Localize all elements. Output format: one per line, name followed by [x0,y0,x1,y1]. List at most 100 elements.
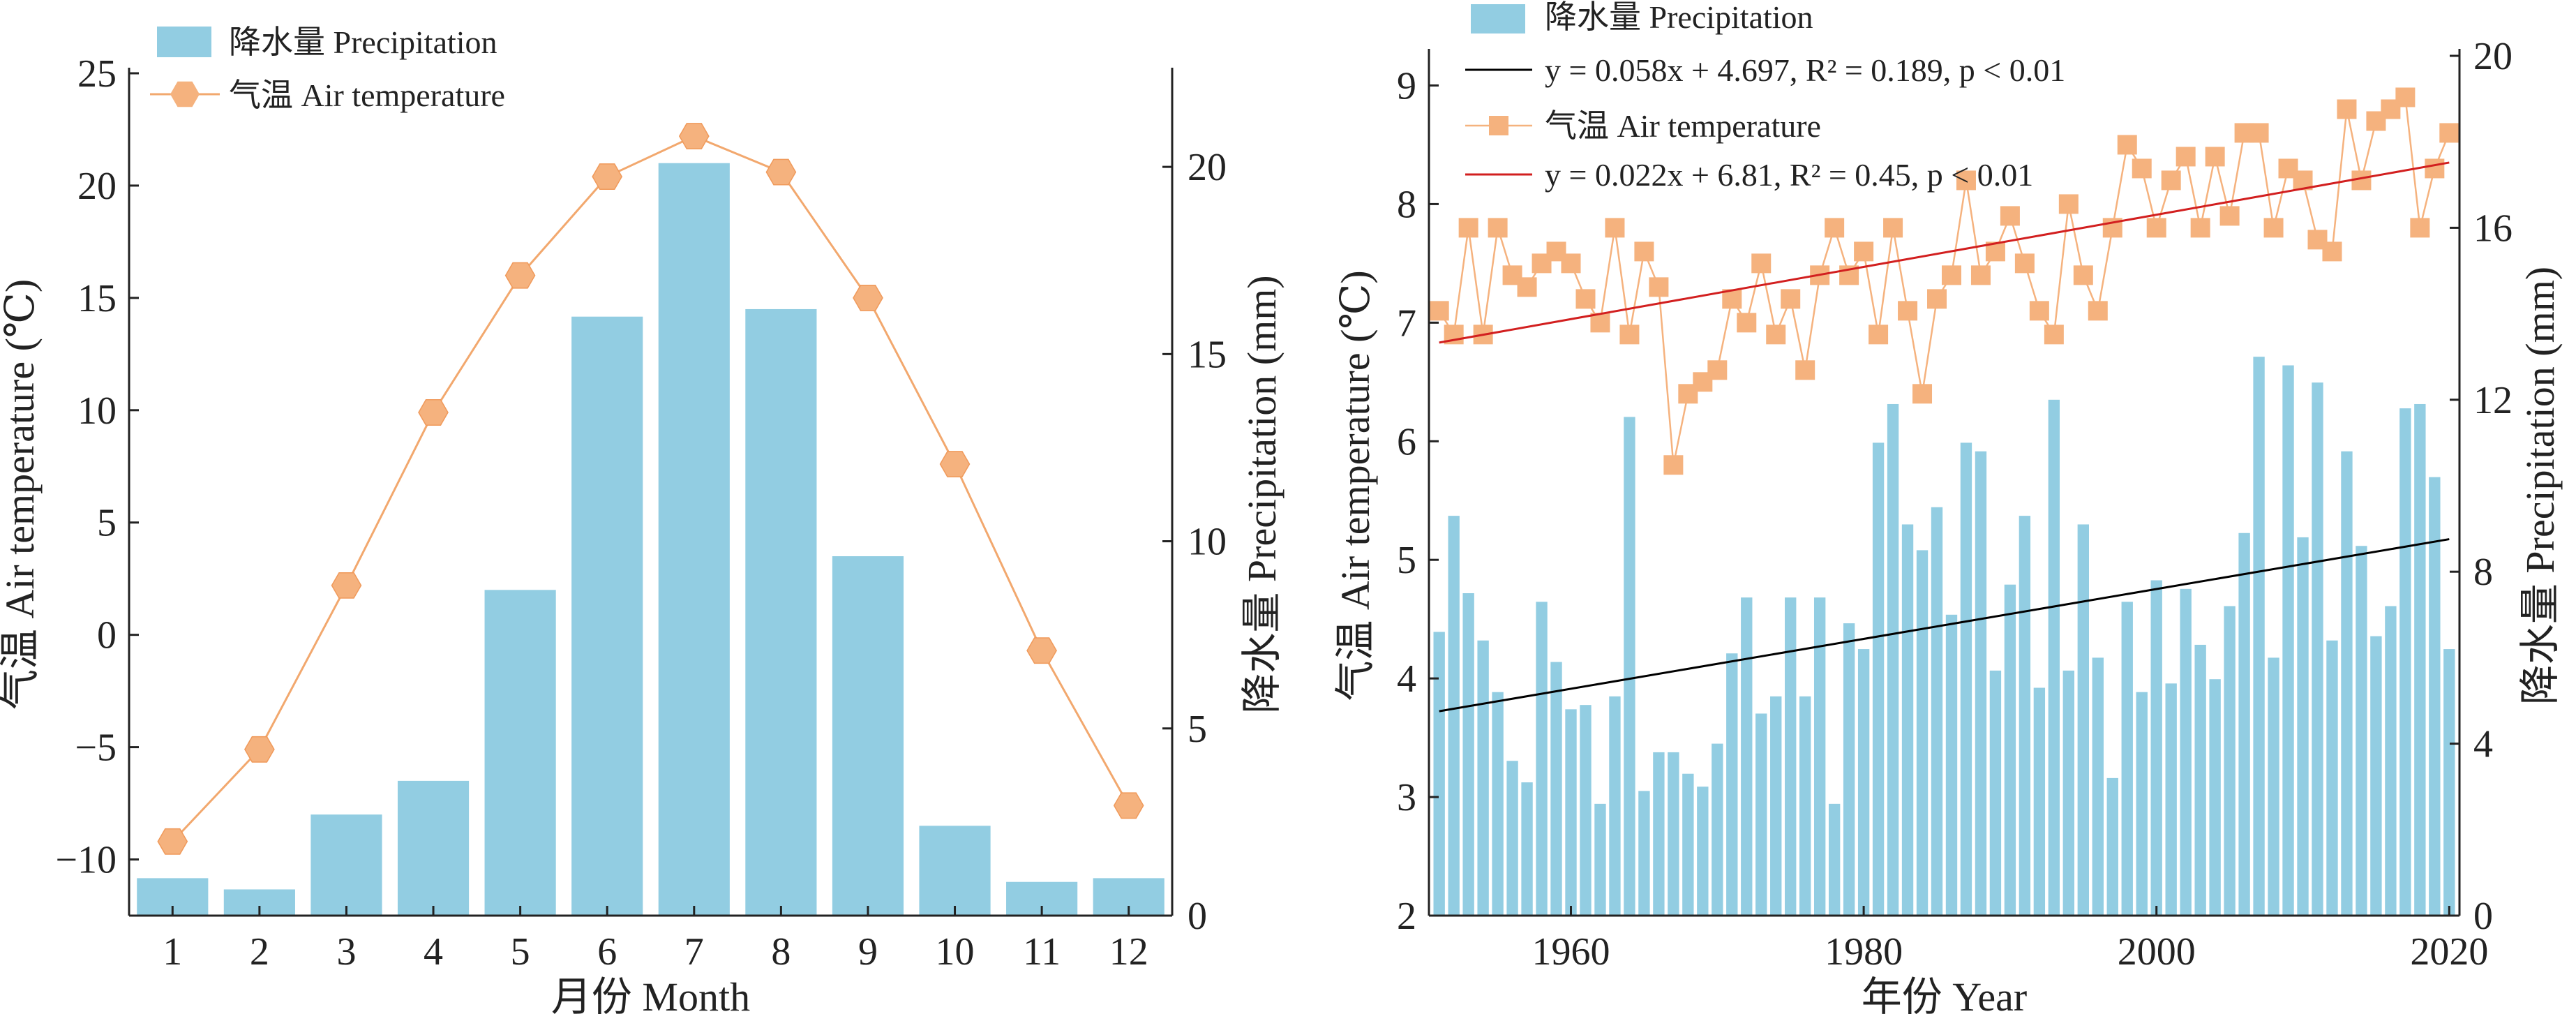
annual-precip-bar [1843,623,1855,916]
annual-temperature-marker [1970,265,1991,285]
annual-precip-bar [1682,773,1694,916]
temperature-marker [592,163,623,190]
annual-temperature-marker [1517,277,1537,297]
annual-precip-bar [1594,803,1606,916]
annual-precip-bar [2077,524,2089,916]
annual-precip-bar [1506,761,1518,916]
temperature-marker [418,399,449,426]
annual-temperature-marker [2425,158,2445,179]
annual-x-tick-label: 1960 [1532,930,1610,974]
annual-y-tick-label: 9 [1397,64,1416,107]
x-tick-label: 6 [597,930,617,974]
legend-marker-annual-temperature [1489,116,1508,135]
legend-label-annual-temperature: 气温 Air temperature [1545,108,1821,144]
annual-temperature-marker [2219,206,2240,226]
annual-temperature-marker [1590,313,1610,333]
annual-precip-bar [1624,417,1635,916]
annual-precip-bar [2092,657,2104,916]
annual-temperature-marker [2088,301,2108,321]
annual-temperature-marker [2322,241,2342,262]
precip-bar [571,316,643,916]
y-tick-label: −10 [55,839,117,882]
precip-bar [310,814,382,916]
annual-temperature-marker [1575,289,1596,309]
annual-precip-bar [1945,614,1958,916]
annual-x-tick-label: 1980 [1825,930,1903,974]
annual-precip-bar [2121,602,2133,916]
annual-temperature-marker [2439,123,2459,143]
temperature-marker [1026,637,1057,664]
annual-precip-bar [1857,649,1870,916]
annual-precip-bar [1755,713,1767,916]
temperature-marker [157,828,188,855]
annual-temperature-line [1438,96,2450,465]
annual-temperature-marker [1561,253,1581,274]
annual-precip-bar [1550,662,1562,916]
annual-precip-bar [2341,451,2353,916]
temperature-marker [765,158,797,186]
temperature-marker [504,262,536,289]
annual-precip-bar [1477,640,1489,916]
annual-precip-bar [1887,403,1899,916]
y2-tick-label: 0 [1188,895,1207,938]
x-tick-label: 3 [336,930,356,974]
annual-temperature-marker [2161,170,2181,191]
annual-precip-bar [1712,743,1723,916]
annual-precip-bar [2106,777,2118,916]
annual-y-tick-label: 7 [1397,301,1416,345]
annual-precip-bar [2136,692,2148,916]
annual-precip-bar [2253,357,2265,916]
y-tick-label: 15 [77,277,117,320]
annual-temperature-marker [1766,325,1786,345]
annual-precip-bar [2238,532,2250,916]
annual-temperature-marker [2337,99,2357,119]
annual-y-tick-label: 4 [1397,657,1416,701]
annual-precip-bar [2224,606,2236,916]
temperature-marker [331,572,362,599]
annual-precip-bar [2194,644,2206,916]
annual-precip-bar [1828,803,1841,916]
annual-x-tick-label: 2020 [2410,930,2488,974]
annual-y2-tick-label: 16 [2473,207,2513,250]
x-tick-label: 7 [684,930,704,974]
annual-temperature-marker [1619,325,1640,345]
annual-precip-bar [2165,683,2177,916]
legend-swatch-precipitation [157,27,211,57]
annual-precip-bar [1931,507,1943,916]
y-tick-label: 25 [77,52,117,96]
legend-swatch-annual-precipitation [1471,4,1525,33]
annual-y-tick-label: 8 [1397,183,1416,226]
annual-temperature-marker [2263,218,2284,238]
annual-precip-bar [2399,408,2411,916]
annual-temperature-marker [1898,301,1918,321]
annual-y2-tick-label: 0 [2473,895,2493,938]
annual-precip-bar [1638,791,1650,916]
annual-precip-bar [2150,580,2162,916]
annual-temperature-marker [2117,135,2137,155]
annual-precip-bar [1901,524,1914,916]
annual-precip-bar [2033,687,2046,916]
precip-bar [919,826,991,916]
x-tick-label: 10 [936,930,975,974]
annual-precip-bar [1726,653,1738,916]
y-tick-label: 0 [97,614,117,657]
annual-precip-bar [2326,640,2338,916]
annual-temperature-marker [1825,218,1845,238]
annual-temperature-marker [2029,301,2049,321]
annual-precip-bar [1916,550,1929,916]
annual-y-tick-label: 6 [1397,420,1416,463]
annual-temperature-marker [1429,301,1449,321]
annual-temperature-marker [1956,170,1976,191]
annual-y2-tick-label: 4 [2473,723,2493,766]
annual-temperature-marker [2146,218,2166,238]
temperature-marker [939,451,971,477]
annual-temperature-marker [1751,253,1772,274]
annual-precip-bar [1785,597,1797,916]
annual-y2-tick-label: 12 [2473,379,2513,422]
annual-temperature-marker [1605,218,1625,238]
temperature-marker [244,736,275,763]
annual-precip-bar [1960,442,1972,916]
annual-precip-bar [2370,636,2382,916]
x-axis-title: 月份 Month [551,974,750,1020]
y-axis-title: 气温 Air temperature (℃) [0,279,43,710]
